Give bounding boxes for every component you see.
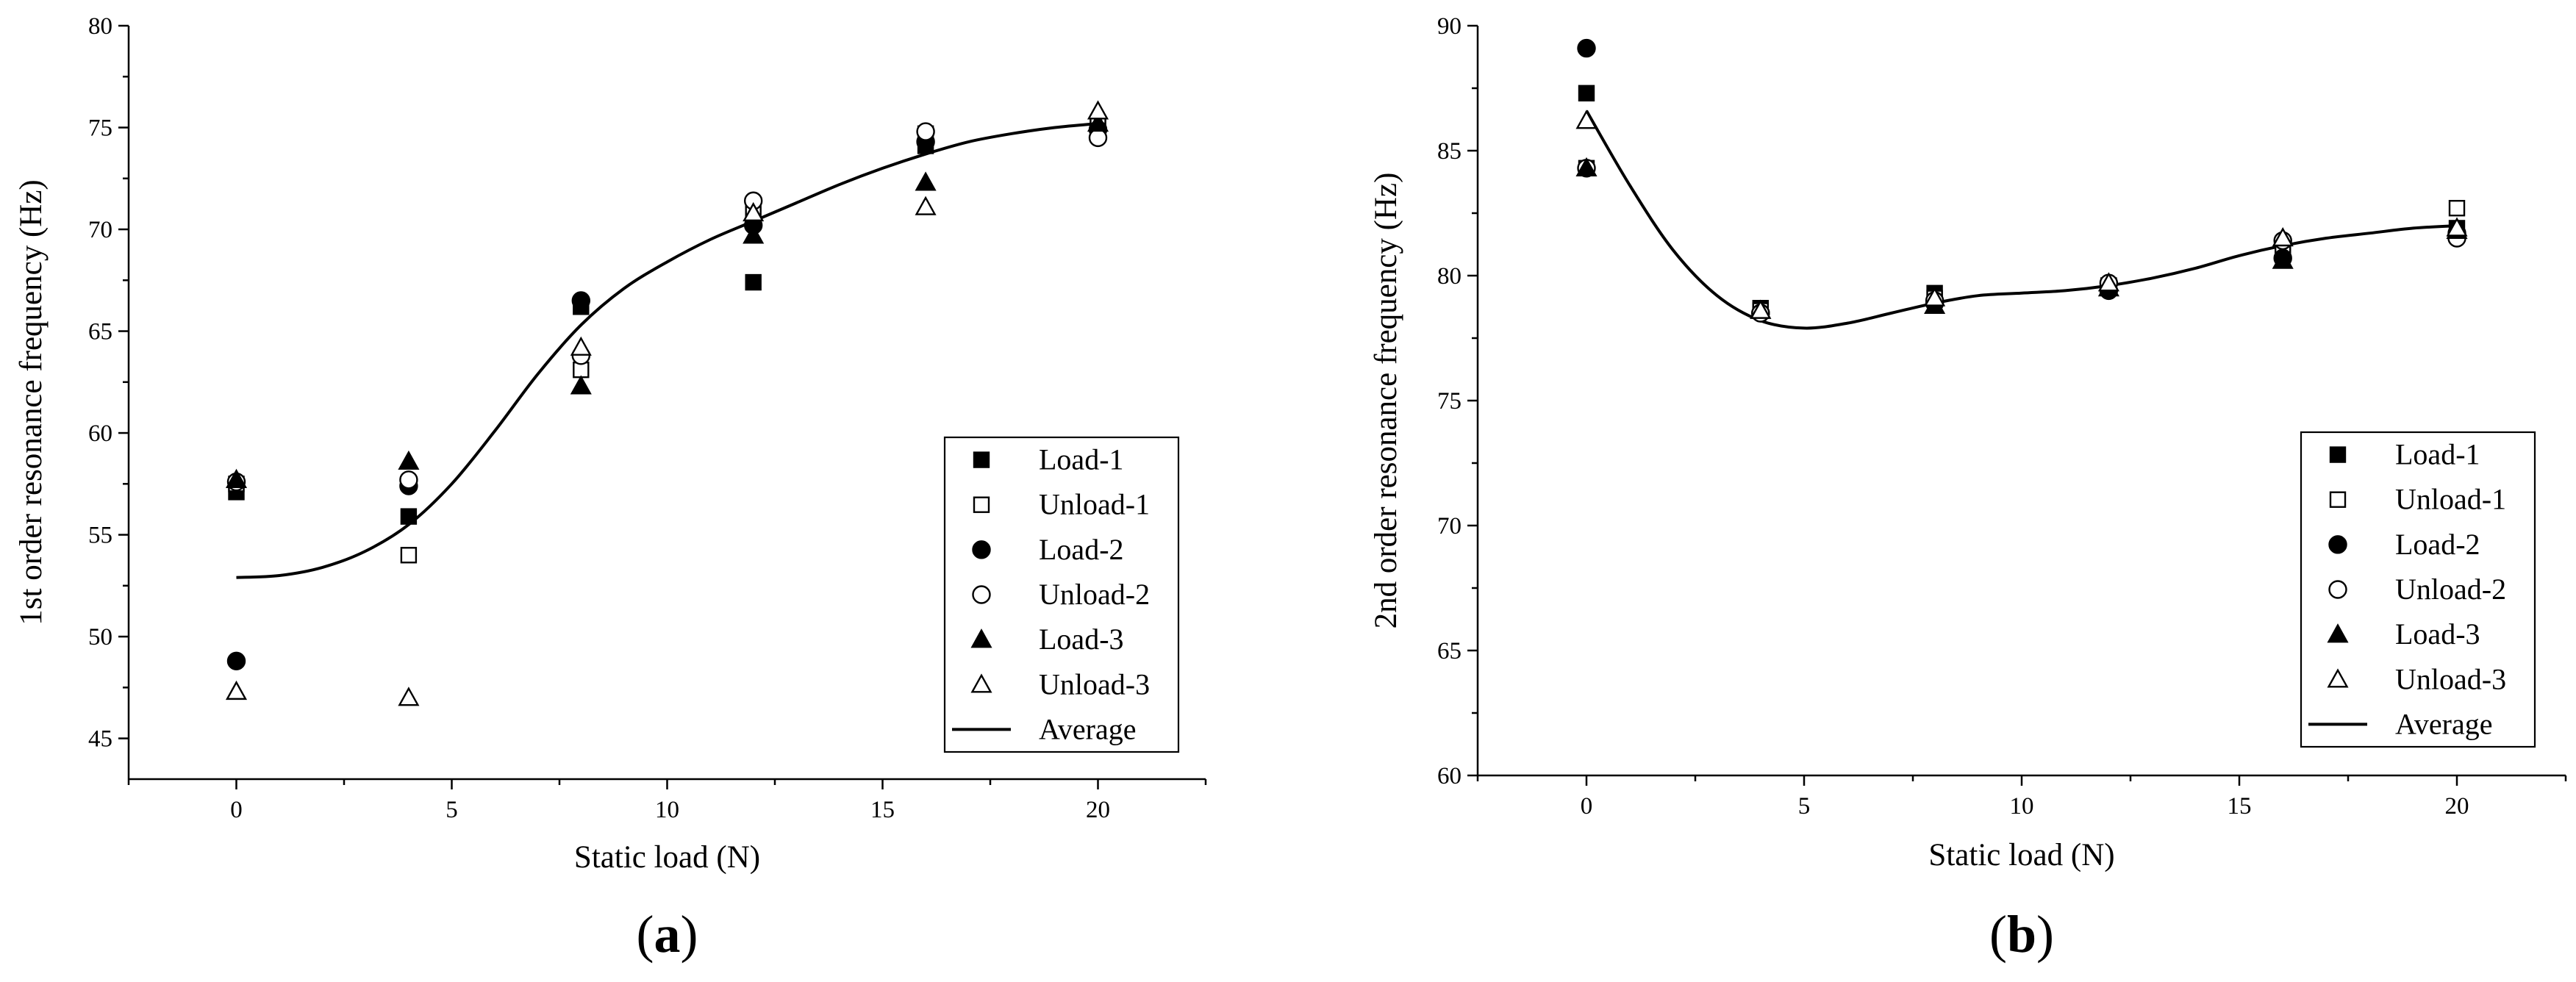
unload-1-point xyxy=(400,547,418,564)
y-tick-label: 70 xyxy=(88,217,112,243)
chart-panel-b: 0 5 10 15 20 60 65 70 75 80 85 90 Static load (N) 2nd… xyxy=(1369,13,2567,964)
legend-unload-2-marker xyxy=(972,585,991,604)
load-2-point xyxy=(226,651,246,671)
panel-label: (a) xyxy=(637,905,698,964)
load-3-point xyxy=(1575,157,1598,177)
legend-unload-2-marker xyxy=(2328,580,2347,599)
y-tick-label: 75 xyxy=(1437,388,1461,415)
load-3-point xyxy=(398,450,420,470)
average-line xyxy=(236,121,1098,579)
legend-load-1-marker xyxy=(2329,446,2347,463)
unload-3-point xyxy=(2272,227,2294,247)
x-tick-label: 15 xyxy=(2228,793,2252,820)
unload-1-point xyxy=(2448,200,2466,217)
unload-3-point xyxy=(570,336,592,356)
y-tick-label: 60 xyxy=(1437,763,1461,789)
unload-3-point xyxy=(225,680,248,700)
legend-unload-3-marker xyxy=(970,673,992,693)
legend-label: Unload-2 xyxy=(2395,573,2506,606)
load-3-point xyxy=(1087,112,1109,132)
legend-label: Load-3 xyxy=(1039,623,1124,656)
y-tick-label: 65 xyxy=(88,319,112,345)
legend-load-1-marker xyxy=(973,451,990,468)
y-tick-label: 50 xyxy=(88,624,112,651)
panel-label: (b) xyxy=(1989,905,2054,964)
legend-label: Load-1 xyxy=(2395,438,2480,471)
unload-3-point xyxy=(1924,287,1946,307)
legend-unload-1-marker xyxy=(2329,491,2347,508)
unload-3-point xyxy=(915,196,937,215)
legend-label: Load-1 xyxy=(1039,443,1124,476)
x-tick-label: 20 xyxy=(2445,793,2469,820)
x-tick-label: 10 xyxy=(2010,793,2034,820)
load-2-point xyxy=(1577,38,1596,58)
legend-label: Average xyxy=(2395,707,2493,740)
unload-3-point xyxy=(398,687,420,706)
x-tick-label: 15 xyxy=(870,797,895,823)
legend-load-3-marker xyxy=(2327,623,2349,643)
y-axis-title: 1st order resonance frequency (Hz) xyxy=(14,179,49,625)
x-axis-title: Static load (N) xyxy=(1928,838,2114,872)
legend-label: Unload-2 xyxy=(1039,578,1150,611)
unload-3-point xyxy=(2097,272,2119,292)
load-3-point xyxy=(915,171,937,191)
legend-load-3-marker xyxy=(970,628,992,648)
unload-2-point xyxy=(1088,128,1108,148)
unload-2-point xyxy=(916,122,935,141)
legend-label: Load-2 xyxy=(2395,528,2480,561)
load-1-point xyxy=(400,508,418,525)
legend-unload-1-marker xyxy=(973,496,990,513)
load-3-point xyxy=(743,224,765,244)
unload-3-point xyxy=(743,201,765,222)
y-tick-label: 80 xyxy=(1437,263,1461,290)
y-tick-label: 75 xyxy=(88,115,112,142)
load-3-point xyxy=(225,468,248,488)
unload-3-point xyxy=(1575,110,1598,129)
legend-label: Average xyxy=(1039,712,1137,745)
y-tick-label: 80 xyxy=(88,13,112,40)
y-tick-label: 90 xyxy=(1437,13,1461,40)
unload-3-point xyxy=(1087,100,1109,120)
x-tick-label: 5 xyxy=(1798,793,1811,820)
y-tick-label: 85 xyxy=(1437,138,1461,165)
legend-label: Unload-1 xyxy=(2395,483,2506,516)
legend-label: Load-2 xyxy=(1039,533,1124,566)
x-tick-label: 5 xyxy=(446,797,458,823)
y-tick-label: 65 xyxy=(1437,638,1461,664)
chart-panel-a: 0 5 10 15 20 45 50 55 60 65 70 75 80 Static load (N) 1… xyxy=(14,13,1207,964)
unload-3-point xyxy=(1750,299,1772,319)
unload-2-point xyxy=(399,470,418,490)
y-tick-label: 60 xyxy=(88,420,112,447)
load-3-point xyxy=(570,375,592,395)
x-axis-title: Static load (N) xyxy=(574,840,760,875)
x-tick-label: 10 xyxy=(655,797,679,823)
legend-load-2-marker xyxy=(2328,535,2347,554)
legend-label: Unload-3 xyxy=(2395,662,2506,695)
legend-label: Unload-3 xyxy=(1039,667,1150,700)
y-tick-label: 45 xyxy=(88,726,112,753)
y-tick-label: 70 xyxy=(1437,513,1461,540)
legend-load-2-marker xyxy=(972,540,991,559)
legend-label: Unload-1 xyxy=(1039,488,1150,521)
load-1-point xyxy=(1578,85,1595,102)
load-1-point xyxy=(745,273,762,291)
x-tick-label: 0 xyxy=(230,797,243,823)
load-2-point xyxy=(571,291,590,310)
legend-unload-3-marker xyxy=(2327,668,2349,688)
x-tick-label: 20 xyxy=(1086,797,1110,823)
legend-label: Load-3 xyxy=(2395,617,2480,651)
y-tick-label: 55 xyxy=(88,523,112,549)
load-3-point xyxy=(2272,249,2294,269)
y-axis-title: 2nd order resonance frequency (Hz) xyxy=(1369,173,1403,629)
average-line xyxy=(1585,110,2458,330)
unload-3-point xyxy=(2446,217,2468,237)
x-tick-label: 0 xyxy=(1581,793,1593,820)
